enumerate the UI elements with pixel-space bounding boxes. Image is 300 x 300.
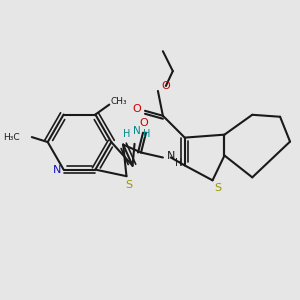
Text: S: S: [214, 183, 221, 193]
Text: H: H: [143, 129, 150, 139]
Text: H₃C: H₃C: [3, 133, 20, 142]
Text: N: N: [133, 126, 140, 136]
Text: O: O: [161, 81, 170, 91]
Text: H: H: [123, 129, 130, 139]
Text: O: O: [133, 104, 141, 114]
Text: O: O: [140, 118, 148, 128]
Text: S: S: [125, 180, 132, 190]
Text: N: N: [52, 165, 61, 175]
Text: CH₃: CH₃: [111, 97, 128, 106]
Text: N: N: [167, 151, 175, 160]
Text: H: H: [175, 158, 182, 169]
